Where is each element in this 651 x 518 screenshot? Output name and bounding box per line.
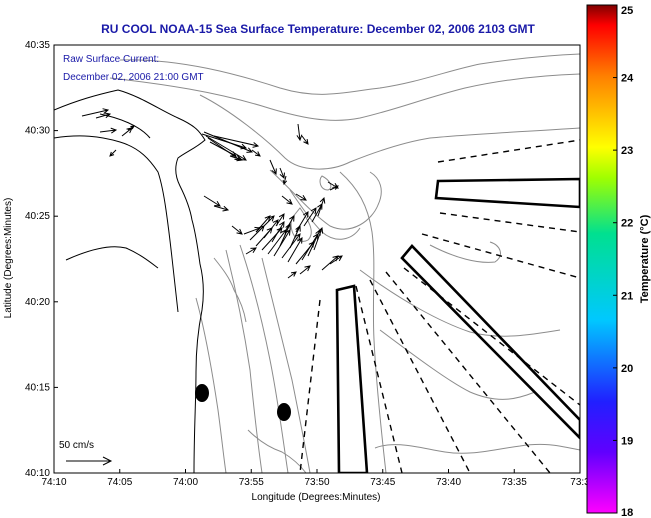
colorbar-tick-label: 22 [621, 218, 633, 230]
colorbar-label: Temperature (°C) [639, 214, 651, 303]
station-marker [277, 403, 291, 421]
current-vector [99, 127, 118, 134]
scale-bar-arrow [66, 456, 113, 466]
x-tick-label: 73:35 [502, 477, 527, 488]
colorbar-tick-label: 24 [621, 73, 634, 85]
current-vector [301, 135, 309, 145]
y-tick-label: 40:20 [25, 297, 50, 308]
x-tick-label: 74:05 [107, 477, 132, 488]
y-axis-label: Latitude (Degrees:Minutes) [3, 198, 14, 319]
current-vector [81, 108, 110, 117]
figure-title: RU COOL NOAA-15 Sea Surface Temperature:… [101, 22, 535, 36]
colorbar-tick-label: 25 [621, 5, 633, 17]
colorbar-ticks: 25 24 23 22 21 20 19 18 [613, 4, 634, 518]
x-axis-ticks: 74:10 74:05 74:00 73:55 73:50 73:45 73:40 73:35… [41, 469, 590, 488]
current-vector [281, 195, 293, 205]
x-tick-label: 73:3 [570, 477, 590, 488]
current-vector [245, 247, 257, 255]
current-vector [201, 133, 248, 150]
current-vector [295, 193, 307, 201]
current-vectors [81, 108, 343, 279]
current-vector [203, 195, 221, 207]
current-vector [329, 185, 339, 191]
current-note-line2: December 02, 2006 21:00 GMT [63, 72, 204, 83]
x-tick-label: 73:50 [304, 477, 329, 488]
colorbar-tick-label: 20 [621, 363, 633, 375]
current-vector [317, 196, 326, 217]
colorbar-tick-label: 19 [621, 435, 633, 447]
current-vector [313, 226, 324, 251]
current-vector [282, 175, 288, 186]
current-vector [271, 221, 285, 243]
current-vector [279, 167, 285, 180]
current-vector [296, 123, 303, 142]
x-tick-label: 73:45 [370, 477, 395, 488]
current-vector [203, 131, 254, 153]
current-vector [231, 225, 243, 235]
current-vector [299, 265, 311, 275]
current-vector [275, 213, 285, 227]
current-note-line1: Raw Surface Current: [63, 54, 159, 65]
current-vector [285, 215, 295, 231]
current-vector [269, 159, 277, 176]
y-tick-label: 40:30 [25, 126, 50, 137]
y-tick-label: 40:25 [25, 211, 50, 222]
colorbar-tick-label: 18 [621, 507, 633, 518]
current-vector [255, 215, 271, 233]
station-marker [195, 384, 209, 402]
current-vector [251, 149, 261, 157]
current-vector [109, 149, 117, 157]
current-vector [229, 155, 244, 162]
current-vector [303, 207, 317, 227]
current-vector [95, 112, 112, 119]
y-tick-label: 40:15 [25, 382, 50, 393]
colorbar-tick-label: 23 [621, 145, 633, 157]
current-vector [287, 271, 297, 279]
bathymetry-contours [109, 53, 580, 473]
x-axis-label: Longitude (Degrees:Minutes) [252, 492, 381, 503]
current-vector [329, 255, 343, 265]
y-tick-label: 40:35 [25, 40, 50, 51]
x-tick-label: 73:40 [436, 477, 461, 488]
x-tick-label: 74:10 [41, 477, 66, 488]
current-vector [287, 237, 303, 263]
y-axis-ticks: 40:35 40:30 40:25 40:20 40:15 40:10 [25, 40, 58, 479]
x-tick-label: 73:55 [239, 477, 264, 488]
current-vector [263, 215, 275, 227]
colorbar [586, 4, 618, 514]
current-vector [209, 141, 237, 157]
current-vector [295, 211, 309, 233]
y-tick-label: 40:10 [25, 468, 50, 479]
current-vector [213, 135, 260, 148]
colorbar-tick-label: 21 [621, 290, 633, 302]
plot-area [54, 45, 580, 473]
current-vector [127, 125, 135, 131]
current-vector [121, 127, 133, 137]
scale-bar-label: 50 cm/s [59, 440, 94, 451]
current-vector [213, 205, 230, 212]
x-tick-label: 74:00 [173, 477, 198, 488]
radar-sectors [335, 177, 580, 473]
